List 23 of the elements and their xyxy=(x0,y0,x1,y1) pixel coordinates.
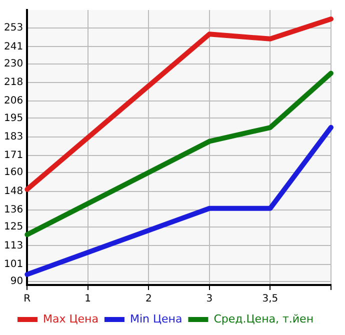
y-tick-label: 183 xyxy=(4,131,24,142)
y-tick-label: 136 xyxy=(4,204,24,216)
y-tick-label: 230 xyxy=(4,58,24,70)
y-tick-label: 253 xyxy=(4,22,24,34)
y-tick-label: 206 xyxy=(4,96,24,107)
y-tick-label: 195 xyxy=(4,112,24,124)
legend-label: Сред.Цена, т.йен xyxy=(214,312,314,326)
y-tick-label: 171 xyxy=(4,150,24,162)
y-tick-label: 218 xyxy=(4,77,24,88)
y-tick-label: 90 xyxy=(10,276,24,288)
x-tick-label: 3,5 xyxy=(262,294,278,305)
y-tick-label: 241 xyxy=(4,41,24,52)
x-tick-label: R xyxy=(24,294,31,305)
x-tick-label: 1 xyxy=(84,294,92,305)
legend-label: Min Цена xyxy=(130,312,182,326)
y-tick-label: 125 xyxy=(4,222,24,233)
legend-label: Max Цена xyxy=(42,312,98,326)
y-tick-label: 101 xyxy=(4,258,24,270)
y-tick-label: 113 xyxy=(4,240,24,252)
x-tick-label: 3 xyxy=(206,294,213,305)
y-tick-label: 148 xyxy=(4,186,24,197)
y-tick-label: 160 xyxy=(4,167,24,178)
x-tick-label: 2 xyxy=(145,294,152,305)
